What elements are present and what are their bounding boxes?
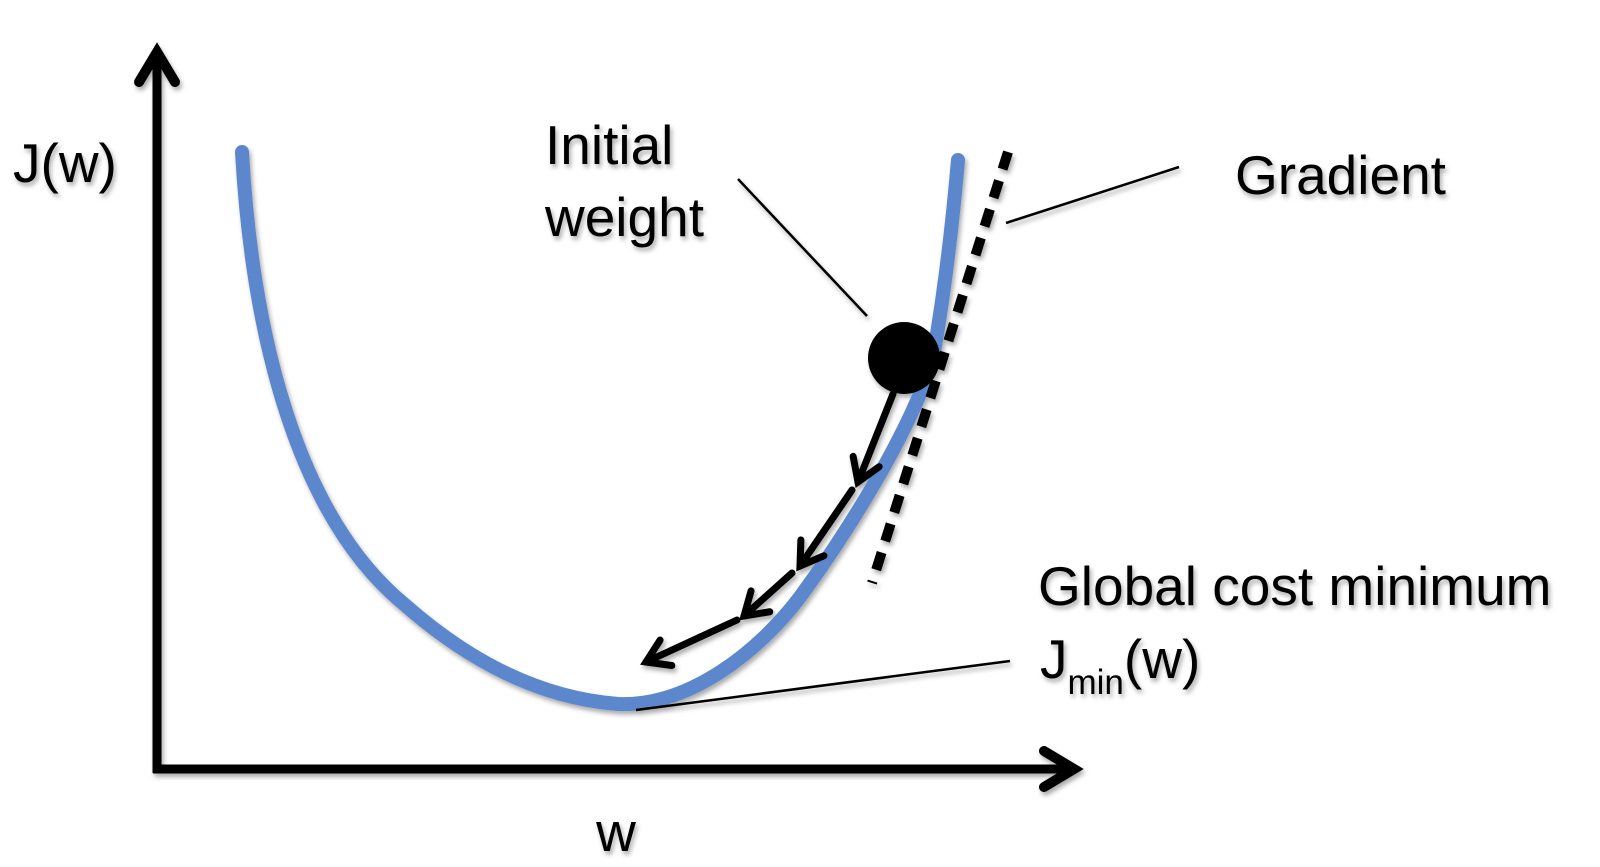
initial-weight-label-line2: weight [544, 186, 704, 248]
jmin-label: Jmin(w) [1040, 628, 1200, 702]
gradient-label: Gradient [1235, 144, 1446, 206]
descent-arrows [640, 390, 897, 669]
initial-weight-dot [868, 322, 940, 394]
y-axis-label: J(w) [13, 132, 117, 194]
descent-arrow-3 [739, 569, 796, 621]
jmin-rest: (w) [1124, 628, 1200, 690]
gradient-tangent-dashed-line [867, 150, 1013, 585]
initial-weight-label-line1: Initial [545, 114, 673, 176]
descent-arrow-4 [640, 616, 741, 669]
x-axis-label: w [595, 801, 636, 863]
descent-arrow-2 [796, 486, 856, 572]
jmin-sub: min [1068, 663, 1124, 702]
global-cost-minimum-label: Global cost minimum [1038, 555, 1551, 617]
jmin-main: J [1040, 628, 1068, 690]
descent-arrow-1 [849, 390, 897, 489]
leader-line-global-minimum [635, 659, 1011, 712]
leader-line-gradient [1005, 165, 1180, 225]
leader-line-initial-weight [737, 178, 868, 317]
